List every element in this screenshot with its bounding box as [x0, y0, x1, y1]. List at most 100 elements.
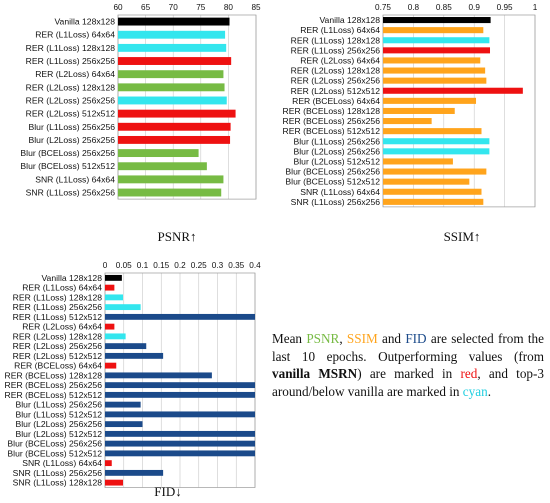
- fid-bar: [105, 391, 255, 398]
- fid-bar: [105, 362, 117, 369]
- ssim-bar: [383, 158, 453, 165]
- ssim-category-label: RER (L2Loss) 64x64: [300, 55, 380, 65]
- fid-chart-title: FID↓: [154, 484, 181, 499]
- ssim-bar: [383, 128, 482, 135]
- psnr-category-label: Blur (L1Loss) 256x256: [29, 122, 116, 132]
- ssim-bar: [383, 168, 487, 175]
- caption-text-3: and: [377, 331, 406, 346]
- fid-tick-label: 0.25: [191, 261, 207, 270]
- fid-category-label: RER (L1Loss) 64x64: [22, 283, 102, 293]
- fid-category-label: Vanilla 128x128: [41, 273, 102, 283]
- ssim-category-label: SNR (L1Loss) 256x256: [291, 197, 381, 207]
- fid-bar: [105, 450, 255, 457]
- ssim-category-label: RER (L1Loss) 128x128: [291, 35, 381, 45]
- ssim-tick-label: 0.75: [375, 3, 391, 12]
- fid-bar: [105, 372, 212, 379]
- caption-text-6: , and top-3 around/below vanilla are mar…: [272, 366, 544, 400]
- psnr-bar: [118, 70, 224, 79]
- psnr-category-label: Blur (BCELoss) 512x512: [20, 161, 115, 171]
- psnr-tick-label: 65: [141, 3, 151, 12]
- ssim-bar: [383, 57, 481, 64]
- fid-category-label: RER (BCELoss) 256x256: [5, 380, 103, 390]
- psnr-bar: [118, 122, 231, 131]
- fid-category-label: RER (BCELoss) 128x128: [5, 370, 103, 380]
- fid-bar: [105, 333, 126, 340]
- ssim-bar: [383, 97, 477, 104]
- psnr-bar: [118, 135, 231, 144]
- fid-tick-label: 0: [103, 261, 108, 270]
- ssim-bar: [383, 148, 490, 155]
- psnr-category-label: RER (L2Loss) 256x256: [26, 95, 116, 105]
- fid-category-label: Blur (L1Loss) 256x256: [16, 400, 103, 410]
- psnr-bar: [118, 17, 230, 26]
- psnr-bar: [118, 83, 225, 92]
- psnr-bar: [118, 109, 236, 118]
- psnr-category-label: RER (L2Loss) 64x64: [35, 69, 115, 79]
- psnr-bar: [118, 175, 224, 184]
- psnr-bar: [118, 43, 227, 52]
- psnr-tick-label: 80: [224, 3, 234, 12]
- fid-bar: [105, 440, 255, 447]
- ssim-category-label: RER (L2Loss) 512x512: [291, 86, 381, 96]
- fid-category-label: Blur (L1Loss) 512x512: [16, 409, 103, 419]
- psnr-category-label: RER (L2Loss) 128x128: [26, 82, 116, 92]
- ssim-category-label: RER (BCELoss) 256x256: [283, 116, 381, 126]
- ssim-chart-title: SSIM↑: [444, 229, 481, 244]
- psnr-bar: [118, 57, 232, 65]
- psnr-bar: [118, 162, 207, 171]
- fid-category-label: RER (L2Loss) 64x64: [22, 322, 102, 332]
- ssim-category-label: RER (L1Loss) 64x64: [300, 25, 380, 35]
- fid-bar: [105, 469, 164, 476]
- fid-category-label: RER (L1Loss) 512x512: [13, 312, 103, 322]
- ssim-bar: [383, 118, 432, 125]
- psnr-category-label: RER (L1Loss) 64x64: [35, 30, 115, 40]
- ssim-bar: [383, 27, 484, 34]
- psnr-tick-label: 60: [113, 3, 123, 12]
- psnr-category-label: RER (L1Loss) 256x256: [26, 56, 116, 66]
- psnr-tick-label: 70: [169, 3, 179, 12]
- fid-category-label: RER (BCELoss) 512x512: [5, 390, 103, 400]
- ssim-bar: [383, 77, 487, 84]
- ssim-category-label: RER (L2Loss) 256x256: [291, 76, 381, 86]
- ssim-category-label: Blur (BCELoss) 256x256: [285, 167, 380, 177]
- fid-category-label: RER (L2Loss) 256x256: [13, 341, 103, 351]
- psnr-category-label: RER (L2Loss) 512x512: [26, 109, 116, 119]
- fid-category-label: RER (BCELoss) 64x64: [14, 361, 102, 371]
- fid-plot-frame: [104, 272, 256, 488]
- fid-tick-label: 0.05: [116, 261, 132, 270]
- fid-category-label: Blur (BCELoss) 256x256: [7, 439, 102, 449]
- fid-category-label: RER (L2Loss) 128x128: [13, 331, 103, 341]
- fid-bar: [105, 274, 122, 281]
- fid-bar: [105, 352, 164, 359]
- psnr-bar: [118, 30, 226, 39]
- caption-red-word: red: [460, 366, 478, 382]
- caption-fid: FID: [405, 331, 427, 346]
- psnr-category-label: SNR (L1Loss) 256x256: [26, 188, 116, 198]
- fid-bar: [105, 401, 141, 408]
- fid-tick-label: 0.4: [249, 261, 261, 270]
- fid-tick-label: 0.3: [212, 261, 224, 270]
- caption-psnr: PSNR: [306, 331, 340, 346]
- caption-ssim: SSIM: [346, 331, 378, 346]
- fid-category-label: SNR (L1Loss) 64x64: [22, 458, 102, 468]
- ssim-tick-label: 1: [533, 3, 538, 12]
- psnr-bar: [118, 188, 222, 197]
- psnr-category-label: Vanilla 128x128: [54, 17, 115, 27]
- ssim-bar: [383, 188, 482, 195]
- fid-bar: [105, 421, 143, 428]
- ssim-bar: [383, 178, 470, 185]
- psnr-category-label: Blur (L2Loss) 256x256: [29, 135, 116, 145]
- fid-category-label: SNR (L1Loss) 128x128: [13, 478, 103, 488]
- psnr-chart: 60 65 70 75 80 85 Vanilla 128x128 RER (L1Loss) …: [20, 3, 261, 244]
- psnr-bar: [118, 96, 227, 105]
- caption-text-5: ) are marked in: [357, 366, 461, 382]
- fid-bar: [105, 382, 255, 389]
- caption-text-2: ,: [339, 331, 347, 346]
- ssim-bar: [383, 107, 455, 114]
- ssim-category-label: Blur (L2Loss) 512x512: [294, 156, 381, 166]
- psnr-tick-label: 85: [251, 3, 261, 12]
- psnr-category-label: RER (L1Loss) 128x128: [26, 43, 116, 53]
- fid-bar: [105, 460, 112, 467]
